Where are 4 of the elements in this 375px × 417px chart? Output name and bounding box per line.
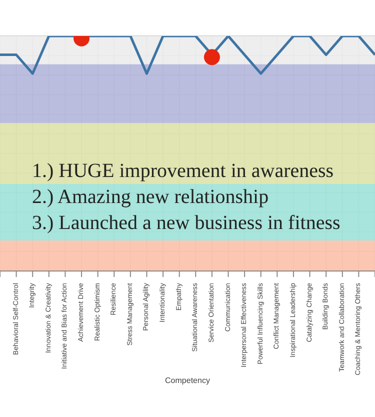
x-axis-title: Competency [165, 376, 210, 385]
annotation: 3.) Launched a new business in fitness [32, 212, 340, 235]
annotation: 1.) HUGE improvement in awareness [32, 160, 334, 183]
annotation: 2.) Amazing new relationship [32, 186, 269, 209]
